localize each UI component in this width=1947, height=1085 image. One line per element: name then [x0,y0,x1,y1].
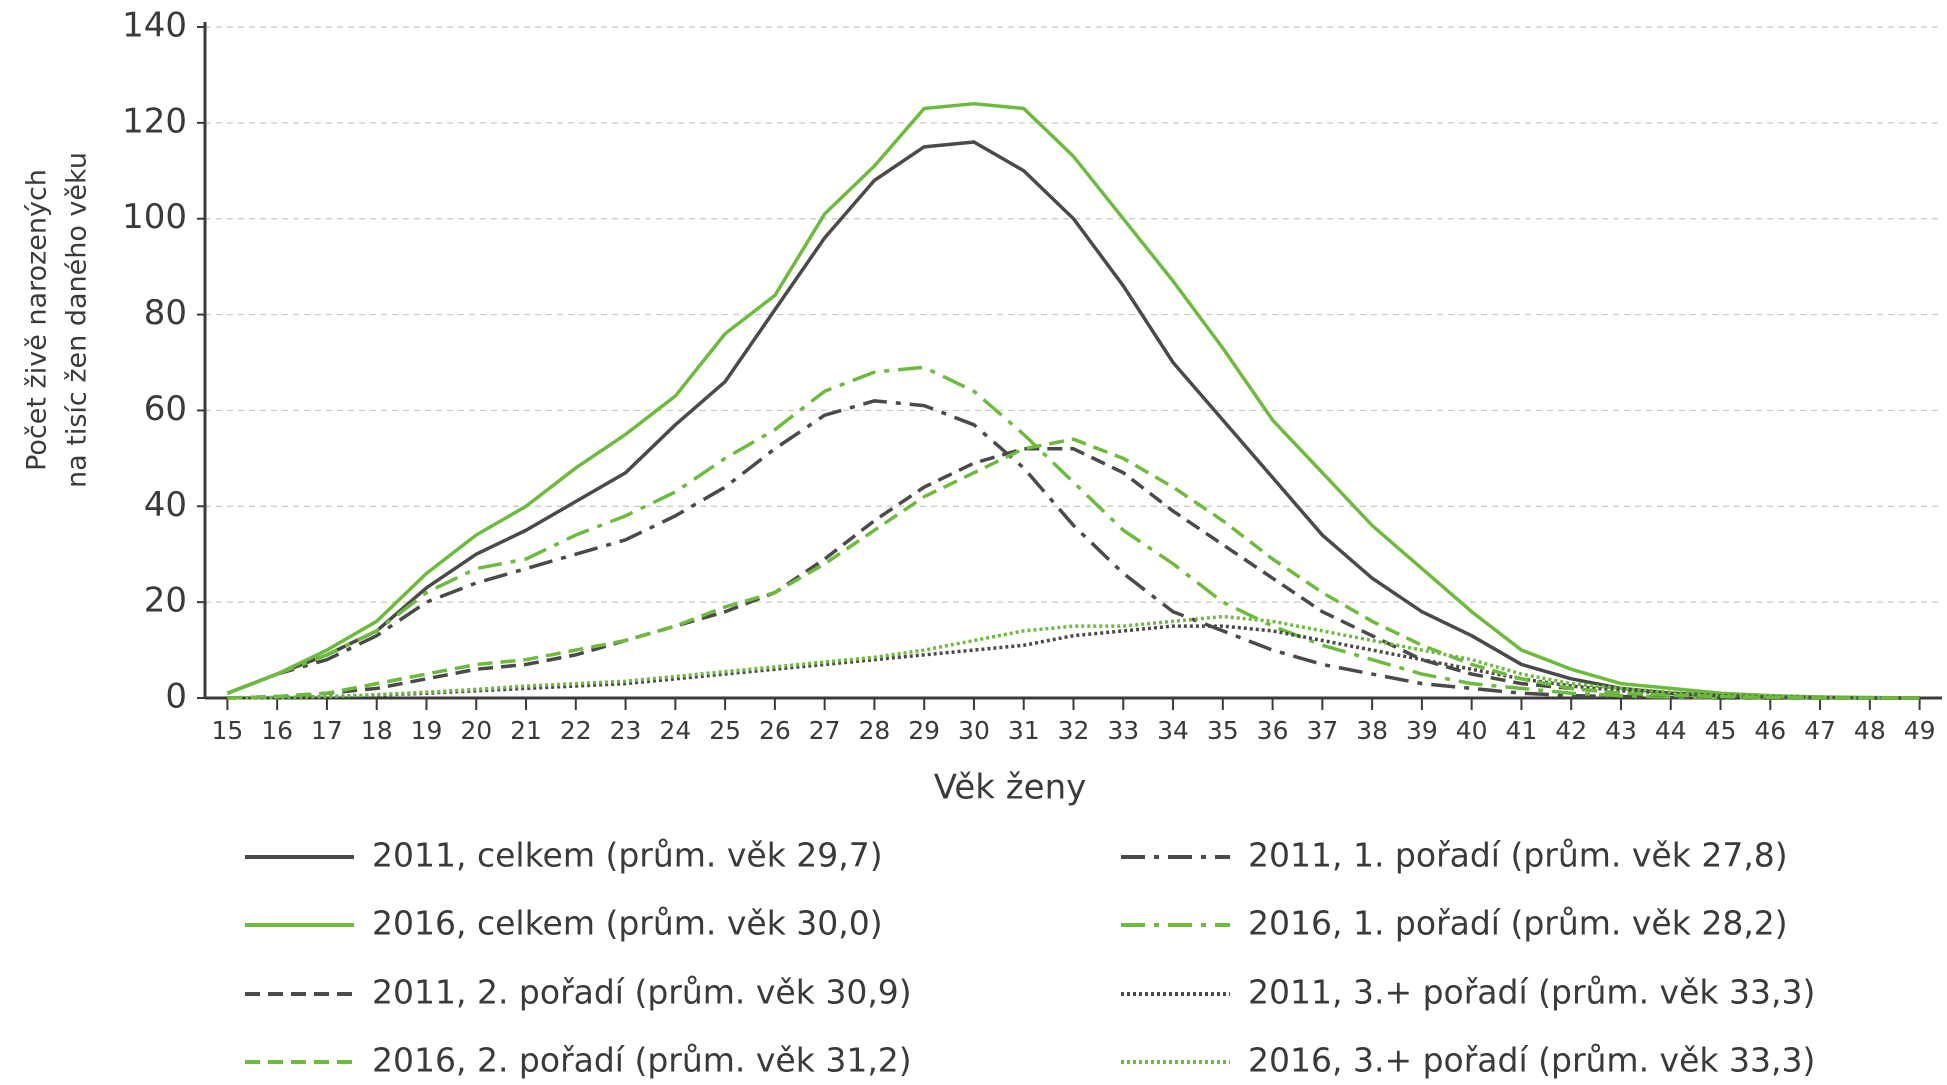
x-tick-label: 48 [1854,716,1886,745]
x-tick-label: 19 [411,716,443,745]
x-tick-label: 17 [311,716,343,745]
x-tick-label: 16 [261,716,293,745]
y-axis-title: Počet živě narozených [22,169,53,471]
x-tick-label: 32 [1058,716,1090,745]
x-tick-label: 37 [1306,716,1338,745]
x-tick-label: 43 [1605,716,1637,745]
x-tick-label: 22 [560,716,592,745]
x-tick-label: 31 [1008,716,1040,745]
x-tick-label: 18 [361,716,393,745]
legend-label: 2016, 3.+ pořadí (prům. věk 33,3) [1248,1041,1815,1080]
x-tick-label: 44 [1655,716,1687,745]
y-axis-title: na tisíc žen daného věku [62,152,93,488]
y-tick-label: 20 [144,581,187,621]
legend-label: 2011, 1. pořadí (prům. věk 27,8) [1248,836,1788,875]
y-tick-label: 0 [165,677,187,717]
x-tick-label: 36 [1257,716,1289,745]
y-tick-label: 100 [122,197,187,237]
x-tick-label: 26 [759,716,791,745]
x-tick-label: 30 [958,716,990,745]
x-tick-label: 24 [659,716,691,745]
line [226,140,1920,700]
legend-label: 2016, 1. pořadí (prům. věk 28,2) [1248,904,1788,943]
legend-label: 2011, celkem (prům. věk 29,7) [372,836,883,875]
y-tick-label: 140 [122,6,187,46]
line [226,399,1920,700]
legend-label: 2016, 2. pořadí (prům. věk 31,2) [372,1041,912,1080]
line [227,614,1920,700]
x-tick-label: 40 [1456,716,1488,745]
x-tick-label: 23 [610,716,642,745]
x-tick-label: 42 [1555,716,1587,745]
y-tick-label: 60 [144,389,187,429]
x-tick-label: 33 [1107,716,1139,745]
y-tick-label: 120 [122,101,187,141]
y-tick-label: 40 [144,485,187,525]
x-tick-label: 27 [809,716,841,745]
legend-label: 2011, 3.+ pořadí (prům. věk 33,3) [1248,973,1815,1012]
line [226,101,1920,700]
legend-label: 2011, 2. pořadí (prům. věk 30,9) [372,973,912,1012]
x-tick-label: 20 [460,716,492,745]
line [227,437,1920,700]
line [227,624,1920,700]
x-tick-label: 45 [1705,716,1737,745]
x-tick-label: 28 [859,716,891,745]
x-tick-label: 49 [1904,716,1936,745]
line [227,447,1920,700]
x-tick-label: 39 [1406,716,1438,745]
x-tick-label: 25 [709,716,741,745]
x-tick-label: 38 [1356,716,1388,745]
x-tick-label: 34 [1157,716,1189,745]
legend-label: 2016, celkem (prům. věk 30,0) [372,904,883,943]
y-tick-label: 80 [144,293,187,333]
x-tick-label: 35 [1207,716,1239,745]
x-tick-label: 15 [211,716,243,745]
x-tick-label: 47 [1804,716,1836,745]
x-tick-label: 21 [510,716,542,745]
x-tick-label: 46 [1754,716,1786,745]
x-tick-label: 29 [908,716,940,745]
x-tick-label: 41 [1506,716,1538,745]
x-axis-title: Věk ženy [934,768,1086,808]
